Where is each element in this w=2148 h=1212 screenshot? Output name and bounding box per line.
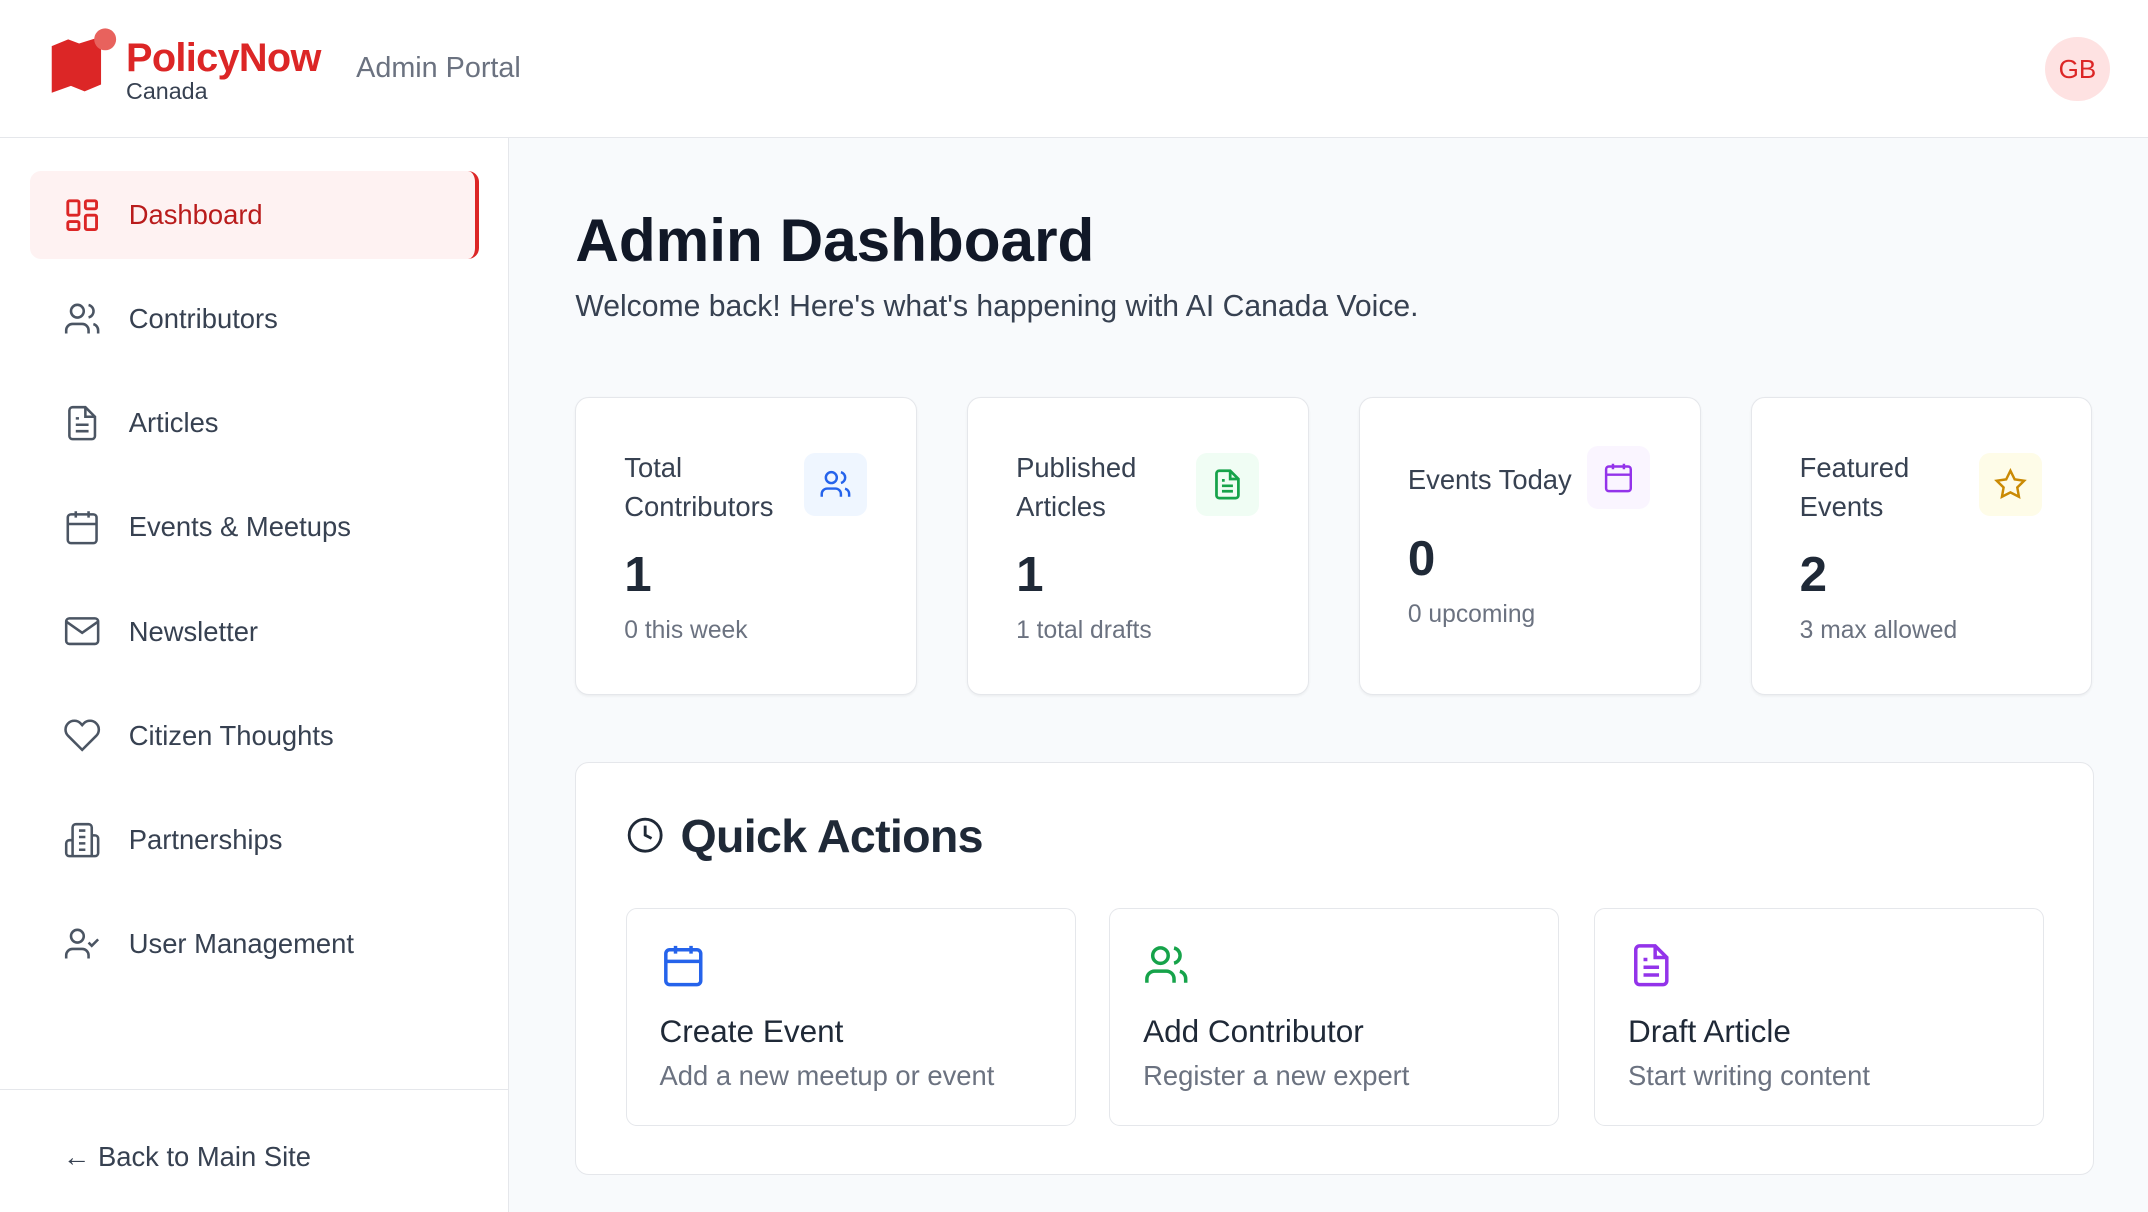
draft-article-button[interactable]: Draft Article Start writing content <box>1594 907 2045 1127</box>
create-event-button[interactable]: Create Event Add a new meetup or event <box>625 907 1076 1127</box>
document-icon <box>1634 943 1669 987</box>
sidebar-item-events[interactable]: Events & Meetups <box>30 484 475 572</box>
user-check-icon <box>64 928 100 959</box>
sidebar-item-label: Citizen Thoughts <box>128 719 334 751</box>
document-icon <box>68 406 97 441</box>
sidebar: Dashboard Contributors Articles Events &… <box>0 138 510 1212</box>
sidebar-item-partnerships[interactable]: Partnerships <box>30 796 475 884</box>
stat-note: 1 total drafts <box>1016 617 1152 645</box>
logo-icon <box>52 28 117 94</box>
stat-value: 1 <box>1016 547 1044 603</box>
mail-icon <box>64 617 100 646</box>
action-description: Add a new meetup or event <box>659 1059 995 1091</box>
portal-label: Admin Portal <box>356 52 521 85</box>
stat-value: 2 <box>1799 547 1828 603</box>
sidebar-item-label: Contributors <box>128 303 278 335</box>
clock-icon <box>627 817 663 853</box>
action-title: Draft Article <box>1628 1012 1791 1049</box>
dashboard-icon <box>66 199 98 231</box>
action-title: Create Event <box>659 1012 844 1049</box>
sidebar-item-label: Articles <box>128 407 219 439</box>
quick-actions-panel: Quick Actions Create Event Add a new mee… <box>575 761 2094 1175</box>
stat-label: Published Articles <box>1016 451 1137 523</box>
add-contributor-button[interactable]: Add Contributor Register a new expert <box>1109 907 1560 1127</box>
sidebar-item-citizen-thoughts[interactable]: Citizen Thoughts <box>30 692 475 780</box>
action-title: Add Contributor <box>1143 1012 1364 1049</box>
avatar[interactable]: GB <box>2045 36 2110 102</box>
sidebar-item-user-management[interactable]: User Management <box>30 900 475 988</box>
sidebar-item-label: Partnerships <box>128 823 283 855</box>
calendar-icon <box>663 945 703 987</box>
back-to-main-site-link[interactable]: ← Back to Main Site <box>63 1141 311 1173</box>
calendar-icon <box>66 511 98 545</box>
calendar-icon <box>1587 446 1651 510</box>
divider <box>0 1089 509 1090</box>
stat-note: 0 upcoming <box>1407 601 1536 628</box>
users-icon <box>1145 945 1188 983</box>
document-icon <box>1195 453 1259 517</box>
sidebar-item-dashboard[interactable]: Dashboard <box>30 171 480 259</box>
stat-label: Events Today <box>1407 463 1572 495</box>
sidebar-item-label: Dashboard <box>128 199 263 231</box>
stat-label: Featured Events <box>1799 451 1910 523</box>
brand-subtitle: Canada <box>126 78 208 105</box>
building-icon <box>64 822 100 857</box>
stat-label: Total Contributors <box>624 451 774 523</box>
sidebar-item-label: Events & Meetups <box>128 511 351 543</box>
stat-note: 3 max allowed <box>1799 617 1958 645</box>
stat-card-events-today: Events Today 0 0 upcoming <box>1358 397 1701 696</box>
stat-card-articles: Published Articles 1 1 total drafts <box>967 397 1309 696</box>
stat-note: 0 this week <box>624 617 748 645</box>
sidebar-item-label: Newsletter <box>128 615 259 647</box>
users-icon <box>803 453 867 517</box>
sidebar-item-contributors[interactable]: Contributors <box>30 275 475 363</box>
sidebar-item-newsletter[interactable]: Newsletter <box>30 588 475 676</box>
brand-name[interactable]: PolicyNow <box>126 35 321 80</box>
stat-value: 0 <box>1407 530 1436 586</box>
heart-icon <box>64 719 101 753</box>
sidebar-item-label: User Management <box>128 927 354 959</box>
quick-actions-title: Quick Actions <box>680 810 983 863</box>
top-header: PolicyNow Canada Admin Portal GB <box>0 0 2148 138</box>
stat-card-featured-events: Featured Events 2 3 max allowed <box>1750 397 2093 696</box>
sidebar-item-articles[interactable]: Articles <box>30 379 475 467</box>
page-subtitle: Welcome back! Here's what's happening wi… <box>575 290 1419 324</box>
stat-card-contributors: Total Contributors 1 0 this week <box>575 397 918 696</box>
stat-value: 1 <box>624 547 652 603</box>
page-title: Admin Dashboard <box>575 206 1095 275</box>
users-icon <box>64 303 100 334</box>
action-description: Start writing content <box>1628 1059 1870 1091</box>
action-description: Register a new expert <box>1143 1059 1410 1091</box>
star-icon <box>1979 453 2043 517</box>
